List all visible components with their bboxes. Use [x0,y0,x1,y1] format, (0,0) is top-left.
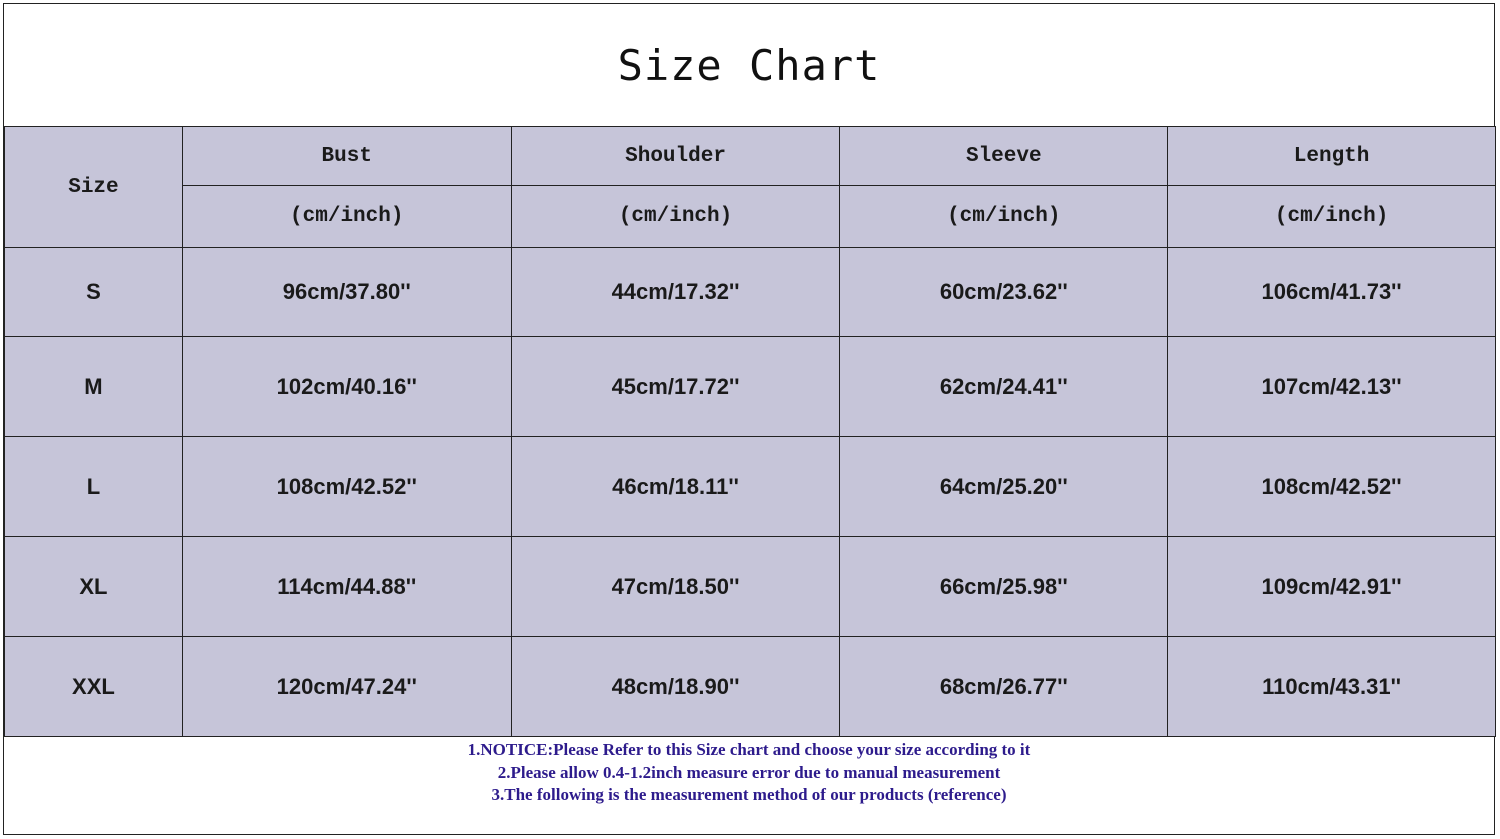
header-length: Length [1167,126,1496,186]
notes: 1.NOTICE:Please Refer to this Size chart… [4,736,1494,837]
sleeve-value: 64cm/25.20'' [839,436,1169,537]
header-shoulder: Shoulder [510,126,841,186]
size-table: Size Bust Shoulder Sleeve Length (cm/inc… [4,126,1496,737]
sleeve-value: 60cm/23.62'' [839,247,1169,337]
size-chart: Size Chart Size Bust Shoulder Sleeve Len… [3,3,1496,837]
length-value: 108cm/42.52'' [1167,436,1496,537]
header-row: Size Bust Shoulder Sleeve Length [4,126,1496,248]
length-value: 107cm/42.13'' [1167,336,1496,437]
table-row: L 108cm/42.52'' 46cm/18.11'' 64cm/25.20'… [4,436,1496,537]
table-row: M 102cm/40.16'' 45cm/17.72'' 62cm/24.41'… [4,336,1496,437]
sleeve-value: 68cm/26.77'' [839,636,1169,737]
bust-value: 96cm/37.80'' [181,247,512,337]
header-bust: Bust [181,126,512,186]
chart-title: Size Chart [617,40,881,90]
header-sleeve: Sleeve [839,126,1169,186]
unit-shoulder: (cm/inch) [510,185,841,248]
bust-value: 120cm/47.24'' [181,636,512,737]
length-value: 106cm/41.73'' [1167,247,1496,337]
note-3: 3.The following is the measurement metho… [491,785,1007,804]
note-2: 2.Please allow 0.4-1.2inch measure error… [497,762,1001,782]
shoulder-value: 48cm/18.90'' [510,636,841,737]
bust-value: 114cm/44.88'' [181,536,512,637]
length-value: 110cm/43.31'' [1167,636,1496,737]
table-row: S 96cm/37.80'' 44cm/17.32'' 60cm/23.62''… [4,247,1496,337]
size-label: XL [4,536,183,637]
shoulder-value: 45cm/17.72'' [510,336,841,437]
size-label: S [4,247,183,337]
bust-value: 102cm/40.16'' [181,336,512,437]
unit-bust: (cm/inch) [181,185,512,248]
unit-row: (cm/inch) (cm/inch) (cm/inch) (cm/inch) [5,185,1496,248]
length-value: 109cm/42.91'' [1167,536,1496,637]
shoulder-value: 46cm/18.11'' [510,436,841,537]
shoulder-value: 44cm/17.32'' [510,247,841,337]
size-label: L [4,436,183,537]
unit-length: (cm/inch) [1167,185,1496,248]
unit-sleeve: (cm/inch) [839,185,1169,248]
sleeve-value: 62cm/24.41'' [839,336,1169,437]
size-label: M [4,336,183,437]
header-size: Size [4,126,183,248]
bust-value: 108cm/42.52'' [181,436,512,537]
note-1: 1.NOTICE:Please Refer to this Size chart… [467,740,1031,759]
size-label: XXL [4,636,183,737]
table-row: XL 114cm/44.88'' 47cm/18.50'' 66cm/25.98… [4,536,1496,637]
table-row: XXL 120cm/47.24'' 48cm/18.90'' 68cm/26.7… [4,636,1496,737]
sleeve-value: 66cm/25.98'' [839,536,1169,637]
shoulder-value: 47cm/18.50'' [510,536,841,637]
